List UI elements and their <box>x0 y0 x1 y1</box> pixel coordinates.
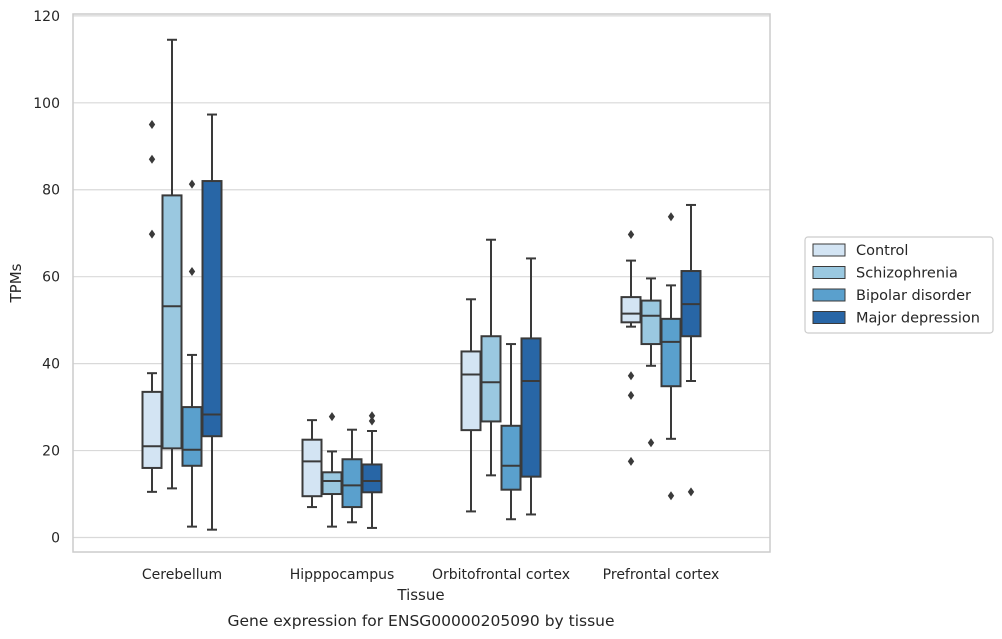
box-bipolar-disorder-3 <box>660 212 682 501</box>
y-tick-label: 20 <box>42 444 60 460</box>
y-tick-label: 40 <box>42 357 60 373</box>
outlier-point <box>148 229 156 239</box>
box-schizophrenia-0 <box>161 38 183 490</box>
outlier-point <box>328 412 336 422</box>
outlier-point <box>188 266 196 276</box>
box-iqr <box>520 337 542 478</box>
legend-label: Major depression <box>856 311 980 327</box>
box-schizophrenia-2 <box>480 238 502 477</box>
x-tick-label: Cerebellum <box>142 567 222 583</box>
box-schizophrenia-1 <box>321 412 343 528</box>
legend: Control Schizophrenia Bipolar disorder Majo… <box>804 236 994 334</box>
box-iqr <box>181 406 203 467</box>
legend-frame <box>804 236 994 334</box>
box-major-depression-3 <box>680 203 702 497</box>
y-axis-title: TPMs <box>7 263 25 303</box>
box-bipolar-disorder-2 <box>500 343 522 521</box>
outlier-point <box>667 212 675 222</box>
box-iqr <box>141 390 163 469</box>
box-iqr <box>321 471 343 496</box>
outlier-point <box>627 390 635 400</box>
outlier-point <box>188 179 196 189</box>
legend-swatch <box>812 243 846 257</box>
x-tick-labels: Cerebellum Hipppocampus Orbitofrontal cort… <box>142 567 719 583</box>
outlier-point <box>667 491 675 501</box>
box-iqr <box>640 299 662 346</box>
y-tick-label: 120 <box>33 9 60 25</box>
legend-swatch <box>812 311 846 324</box>
box-control-2 <box>460 298 482 513</box>
box-iqr <box>301 438 323 498</box>
legend-label: Schizophrenia <box>856 266 958 282</box>
box-iqr <box>460 350 482 432</box>
plot-frame <box>72 13 771 553</box>
box-iqr <box>620 296 642 324</box>
outlier-point <box>148 120 156 130</box>
box-iqr <box>341 458 363 509</box>
outlier-point <box>627 456 635 466</box>
box-major-depression-2 <box>520 257 542 516</box>
box-iqr <box>660 317 682 388</box>
box-iqr <box>201 180 223 438</box>
box-major-depression-1 <box>361 411 383 529</box>
x-tick-label: Hipppocampus <box>290 567 395 583</box>
x-tick-label: Orbitofrontal cortex <box>432 567 570 583</box>
legend-label: Control <box>856 243 908 259</box>
legend-label: Bipolar disorder <box>856 288 971 304</box>
outlier-point <box>627 371 635 381</box>
legend-swatch <box>812 288 846 302</box>
box-control-1 <box>301 419 323 509</box>
legend-swatch <box>812 266 846 279</box>
box-bipolar-disorder-1 <box>341 428 363 524</box>
box-control-0 <box>141 120 163 493</box>
outlier-point <box>627 230 635 240</box>
box-iqr <box>161 194 183 450</box>
x-axis-title: Tissue <box>396 586 444 604</box>
y-tick-label: 60 <box>42 270 60 286</box>
outlier-point <box>368 416 376 426</box>
box-series <box>141 38 702 531</box>
box-control-3 <box>620 230 642 466</box>
box-iqr <box>500 424 522 491</box>
y-tick-label: 100 <box>33 96 60 112</box>
outlier-point <box>687 487 695 497</box>
y-tick-label: 0 <box>51 531 60 547</box>
y-tick-label: 80 <box>42 183 60 199</box>
box-iqr <box>480 335 502 423</box>
box-iqr <box>361 463 383 494</box>
outlier-point <box>647 438 655 448</box>
outlier-point <box>148 154 156 164</box>
y-tick-labels: 0 20 40 60 80 100 120 <box>33 9 60 547</box>
outlier-point <box>368 411 376 421</box>
box-bipolar-disorder-0 <box>181 179 203 528</box>
box-schizophrenia-3 <box>640 277 662 448</box>
x-tick-label: Prefrontal cortex <box>603 567 720 583</box>
box-major-depression-0 <box>201 113 223 531</box>
chart-caption: Gene expression for ENSG00000205090 by t… <box>227 612 614 630</box>
